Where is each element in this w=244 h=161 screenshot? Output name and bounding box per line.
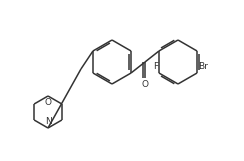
Text: N: N xyxy=(45,117,51,126)
Text: Br: Br xyxy=(198,62,208,71)
Text: O: O xyxy=(44,98,51,107)
Text: O: O xyxy=(142,80,149,89)
Text: F: F xyxy=(153,62,158,71)
